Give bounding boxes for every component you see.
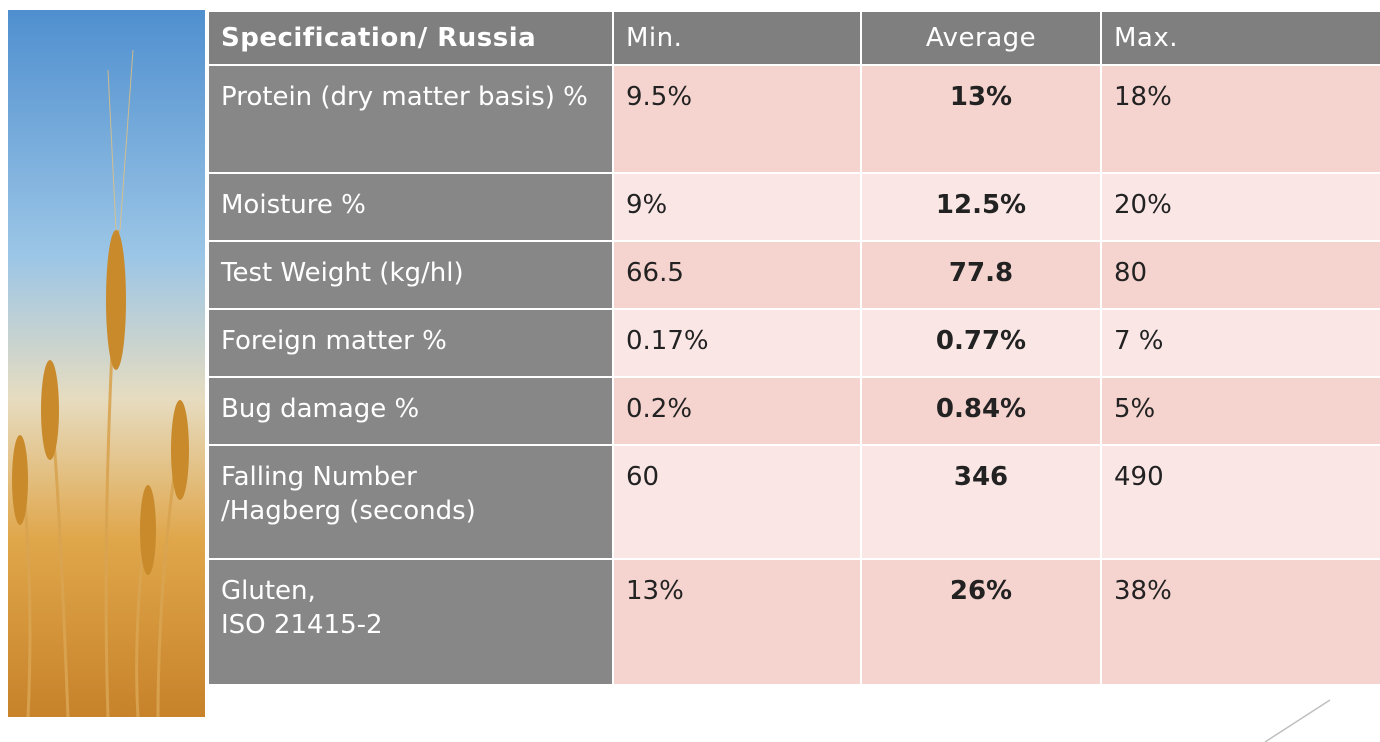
value-cell: 12.5% (861, 173, 1101, 241)
value-cell: 26% (861, 559, 1101, 685)
value-cell: 346 (861, 445, 1101, 559)
value-cell: 0.84% (861, 377, 1101, 445)
value-cell: 38% (1101, 559, 1380, 685)
table-row: Protein (dry matter basis) %9.5%13%18% (208, 65, 1380, 173)
page: {"table": { "header": ["Specification/ R… (0, 0, 1380, 742)
value-cell: 13% (613, 559, 861, 685)
value-cell: 66.5 (613, 241, 861, 309)
value-cell: 60 (613, 445, 861, 559)
table-row: Bug damage %0.2%0.84%5% (208, 377, 1380, 445)
value-cell: 490 (1101, 445, 1380, 559)
value-cell: 13% (861, 65, 1101, 173)
wheat-image (8, 10, 205, 717)
header-cell: Min. (613, 11, 861, 65)
value-cell: 0.2% (613, 377, 861, 445)
row-label: Moisture % (208, 173, 613, 241)
value-cell: 0.17% (613, 309, 861, 377)
row-label: Test Weight (kg/hl) (208, 241, 613, 309)
value-cell: 9.5% (613, 65, 861, 173)
row-label: Falling Number /Hagberg (seconds) (208, 445, 613, 559)
value-cell: 18% (1101, 65, 1380, 173)
value-cell: 9% (613, 173, 861, 241)
table-row: Moisture %9%12.5%20% (208, 173, 1380, 241)
table-row: Foreign matter %0.17%0.77%7 % (208, 309, 1380, 377)
value-cell: 77.8 (861, 241, 1101, 309)
table-body: Protein (dry matter basis) %9.5%13%18%Mo… (208, 65, 1380, 685)
header-cell: Average (861, 11, 1101, 65)
row-label: Foreign matter % (208, 309, 613, 377)
value-cell: 0.77% (861, 309, 1101, 377)
row-label: Gluten, ISO 21415-2 (208, 559, 613, 685)
row-label: Protein (dry matter basis) % (208, 65, 613, 173)
value-cell: 20% (1101, 173, 1380, 241)
value-cell: 80 (1101, 241, 1380, 309)
value-cell: 5% (1101, 377, 1380, 445)
header-cell: Specification/ Russia (208, 11, 613, 65)
header-cell: Max. (1101, 11, 1380, 65)
value-cell: 7 % (1101, 309, 1380, 377)
row-label: Bug damage % (208, 377, 613, 445)
